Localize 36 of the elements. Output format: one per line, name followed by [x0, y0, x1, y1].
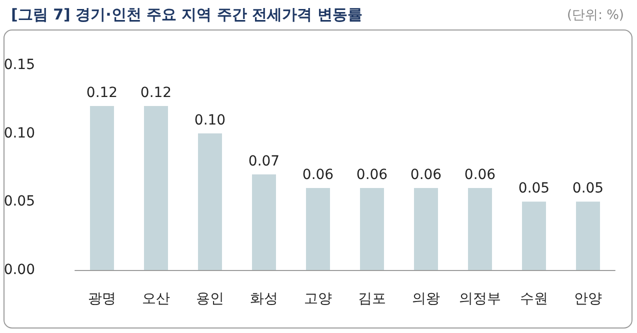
y-tick-label: 0.00 [4, 262, 35, 278]
x-tick-label: 광명 [88, 291, 116, 307]
bar [306, 188, 330, 270]
data-label: 0.10 [194, 112, 226, 128]
y-tick-label: 0.10 [4, 125, 35, 142]
x-tick-label: 오산 [142, 291, 170, 307]
x-tick-label: 고양 [304, 291, 332, 307]
x-tick-label: 김포 [358, 291, 386, 307]
data-label: 0.06 [464, 167, 496, 183]
chart-subtitle: (단위: %) [566, 8, 624, 23]
bar [144, 106, 168, 270]
y-tick-label: 0.15 [4, 57, 35, 73]
bar [360, 188, 384, 270]
y-tick-label: 0.05 [4, 194, 35, 210]
bar [522, 202, 546, 270]
x-tick-label: 수원 [520, 291, 548, 307]
x-tick-label: 안양 [574, 291, 602, 307]
bar [90, 106, 114, 270]
bar [468, 188, 492, 270]
data-label: 0.05 [518, 180, 550, 197]
x-tick-label: 의왕 [412, 291, 440, 307]
x-tick-label: 용인 [196, 291, 224, 307]
x-tick-label: 화성 [250, 291, 278, 307]
data-label: 0.07 [248, 153, 280, 170]
data-label: 0.06 [302, 167, 334, 183]
x-tick-label: 의정부 [459, 291, 501, 307]
bar [252, 174, 276, 270]
bar [576, 202, 600, 270]
bar [414, 188, 438, 270]
data-label: 0.05 [572, 180, 604, 197]
chart-title: [그림 7] 경기·인천 주요 지역 주간 전세가격 변동률 [11, 6, 362, 24]
data-label: 0.06 [410, 167, 442, 183]
data-label: 0.12 [86, 85, 118, 101]
bar [198, 133, 222, 270]
data-label: 0.12 [140, 85, 172, 101]
data-label: 0.06 [356, 167, 388, 183]
